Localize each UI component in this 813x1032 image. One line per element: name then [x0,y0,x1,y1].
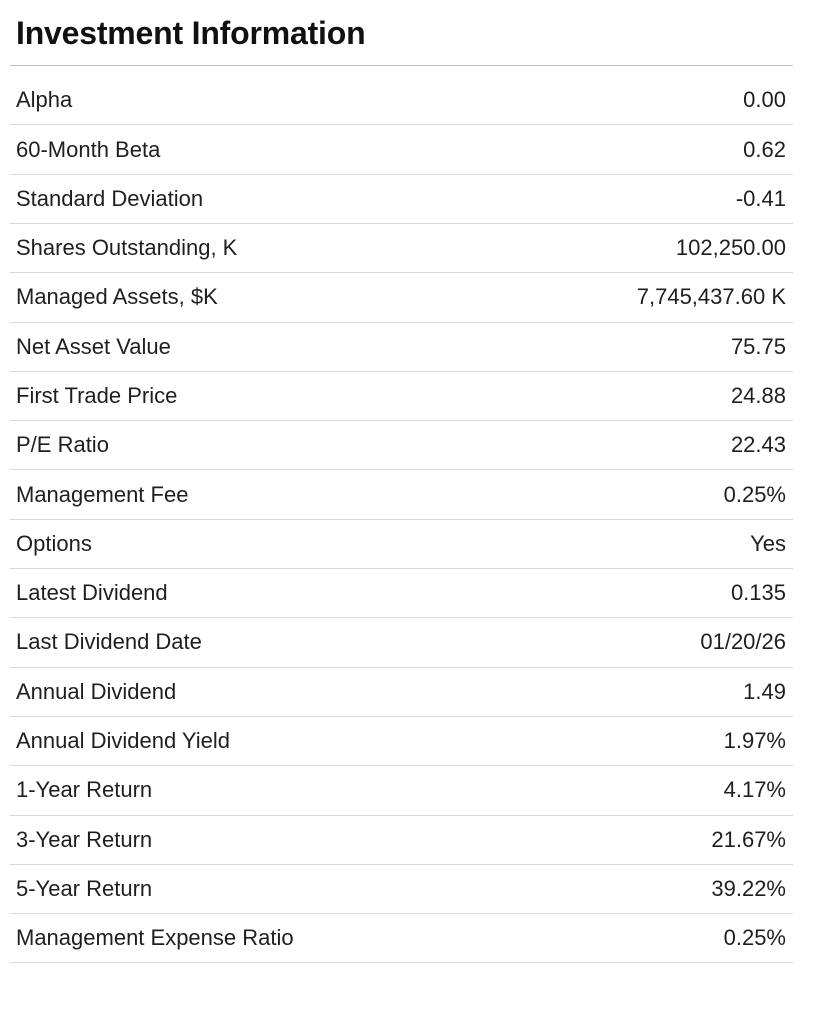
table-row: Managed Assets, $K 7,745,437.60 K [10,273,793,323]
table-row: Annual Dividend Yield 1.97% [10,717,793,767]
row-label: 3-Year Return [16,826,153,852]
table-row: Management Fee 0.25% [10,470,793,520]
row-value: 0.00 [743,87,786,113]
row-label: P/E Ratio [16,432,109,458]
row-value: 4.17% [723,777,786,803]
row-value: -0.41 [735,185,786,211]
row-value: 75.75 [730,333,786,359]
row-label: Standard Deviation [16,185,204,211]
row-value: 102,250.00 [675,235,786,261]
row-value: 21.67% [711,826,786,852]
row-value: 01/20/26 [700,629,786,655]
row-label: 60-Month Beta [16,136,161,162]
table-row: 5-Year Return 39.22% [10,865,793,915]
investment-info-panel: Investment Information Alpha 0.00 60-Mon… [10,0,793,964]
row-label: Options [16,530,92,556]
row-value: 7,745,437.60 K [636,284,786,310]
table-row: Alpha 0.00 [10,76,793,126]
row-label: Managed Assets, $K [16,284,218,310]
table-row: 60-Month Beta 0.62 [10,125,793,175]
row-label: Management Expense Ratio [16,925,294,951]
table-row: Last Dividend Date 01/20/26 [10,618,793,668]
row-value: 24.88 [730,383,786,408]
row-label: Last Dividend Date [16,629,202,655]
table-row: 1-Year Return 4.17% [10,766,793,816]
row-value: 39.22% [711,875,786,901]
row-label: Annual Dividend Yield [16,728,231,754]
row-value: 0.135 [730,580,786,606]
row-value: Yes [750,530,786,556]
row-label: Alpha [16,87,73,113]
table-row: Management Expense Ratio 0.25% [10,914,793,964]
row-value: 0.25% [723,925,786,951]
row-label: Annual Dividend [16,678,177,704]
row-value: 1.97% [723,728,786,754]
row-value: 0.62 [743,136,786,162]
row-label: 1-Year Return [16,777,153,803]
table-row: Standard Deviation -0.41 [10,175,793,224]
table-row: P/E Ratio 22.43 [10,421,793,471]
row-value: 22.43 [730,432,786,458]
row-label: First Trade Price [16,383,178,408]
row-value: 1.49 [743,678,786,704]
row-label: Shares Outstanding, K [16,235,238,261]
table-row: Annual Dividend 1.49 [10,668,793,717]
row-label: 5-Year Return [16,875,153,901]
table-row: 3-Year Return 21.67% [10,816,793,865]
row-value: 0.25% [723,481,786,507]
info-table: Alpha 0.00 60-Month Beta 0.62 Standard D… [10,76,793,964]
table-row: Latest Dividend 0.135 [10,569,793,619]
table-row: First Trade Price 24.88 [10,372,793,422]
row-label: Net Asset Value [16,333,171,359]
table-row: Options Yes [10,520,793,570]
table-row: Shares Outstanding, K 102,250.00 [10,224,793,274]
table-row: Net Asset Value 75.75 [10,323,793,372]
row-label: Latest Dividend [16,580,168,606]
page-title: Investment Information [10,14,793,67]
row-label: Management Fee [16,481,189,507]
